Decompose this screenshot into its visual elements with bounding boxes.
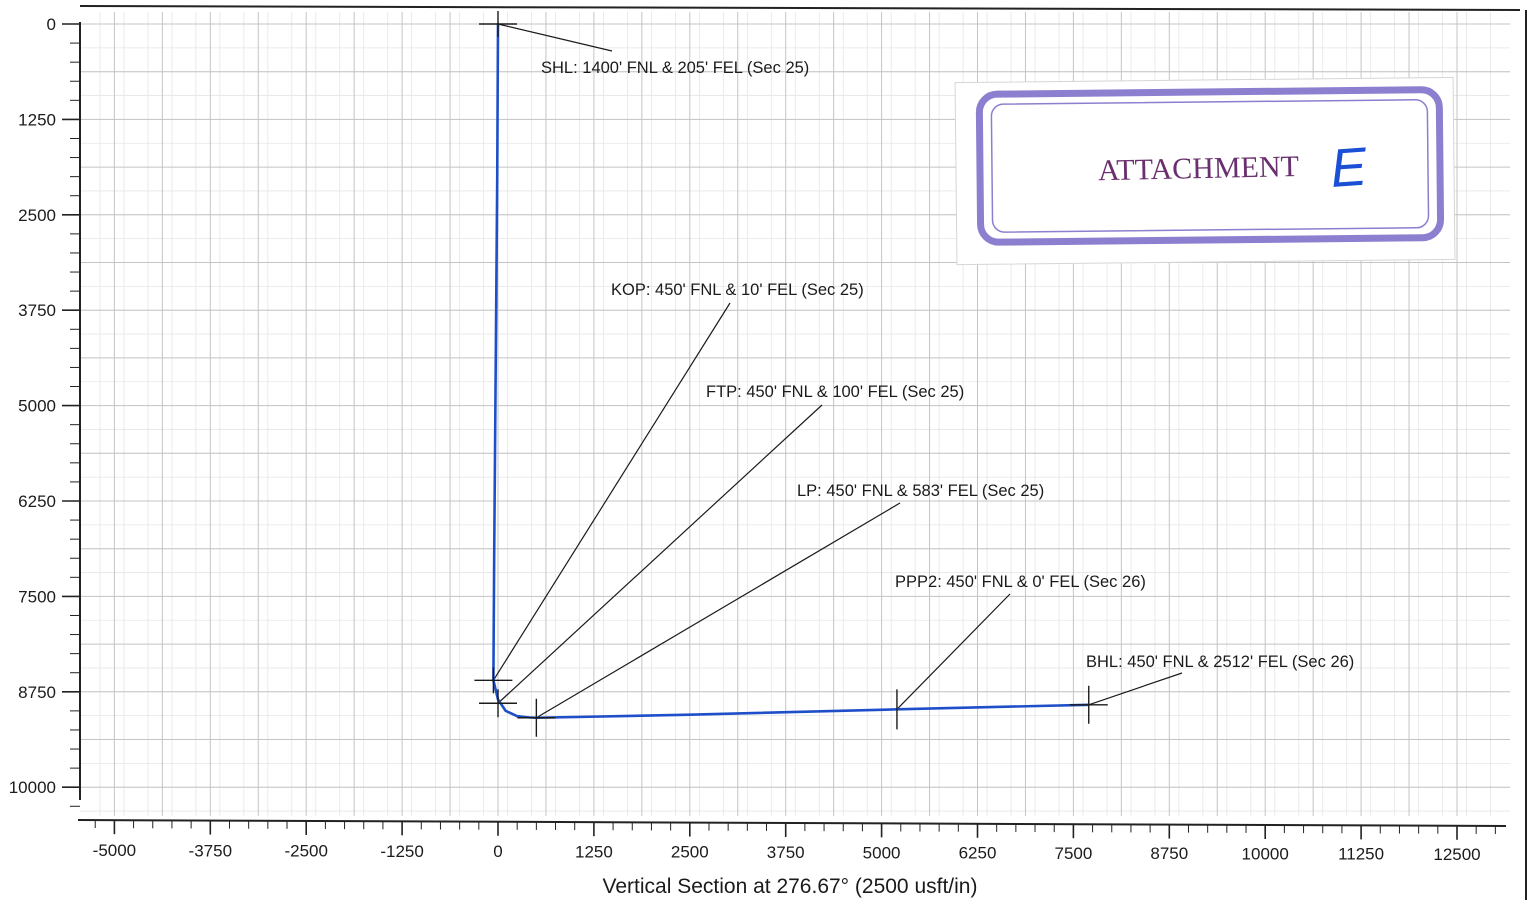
stamp-paper [954,76,1456,266]
annotation-label: PPP2: 450' FNL & 0' FEL (Sec 26) [895,573,1146,591]
y-axis: 0 1250 2500 3750 5000 6250 7500 8750 10000 [9,15,81,807]
x-tick-label: 11250 [1338,845,1384,864]
y-tick-label: 10000 [9,778,56,797]
annotation-label: BHL: 450' FNL & 2512' FEL (Sec 26) [1086,653,1354,671]
y-tick-label: 7500 [18,587,56,606]
x-tick-label: 10000 [1242,844,1289,863]
x-axis-label: Vertical Section at 276.67° (2500 usft/i… [603,875,978,898]
stamp-border-outer [975,86,1445,246]
leader-line [536,502,901,719]
x-tick-label: 5000 [863,843,901,862]
trajectory-line [492,22,1091,720]
x-tick-label: 12500 [1433,845,1480,864]
y-tick-label: 5000 [18,397,56,416]
y-tick-label: 3750 [18,301,56,320]
leader-line [497,23,613,52]
leader-line [497,404,823,704]
annotation-label: KOP: 450' FNL & 10' FEL (Sec 25) [611,281,864,299]
wellbore-trajectory [492,22,1091,720]
y-tick-label: 8750 [18,683,56,702]
x-tick-label: 3750 [767,843,805,862]
annotation-label: FTP: 450' FNL & 100' FEL (Sec 25) [706,383,964,401]
stamp-border-inner [990,99,1430,233]
x-axis: -5000 -3750 -2500 -1250 0 1250 2500 3750 5000 625… [77,819,1507,864]
leader-line [492,302,731,681]
x-tick-label: -5000 [93,841,136,860]
annotation-labels: SHL: 1400' FNL & 205' FEL (Sec 25) KOP: 4… [541,59,1354,671]
plot-top-border [79,5,1521,11]
y-tick-label: 6250 [18,492,56,511]
x-tick-label: -3750 [189,841,232,860]
x-tick-label: 8750 [1150,844,1188,863]
handwritten-letter: E [1329,137,1370,199]
x-tick-label: -1250 [380,842,423,861]
station-markers [474,11,1108,737]
x-tick-label: 2500 [671,843,709,862]
stamp-text: ATTACHMENT [1098,150,1300,187]
attachment-stamp: ATTACHMENT E [954,76,1456,266]
x-tick-label: 7500 [1054,844,1092,863]
y-tick-label: 2500 [18,206,56,225]
y-tick-label: 0 [47,15,56,34]
leader-line [896,593,1011,710]
annotation-leaders [492,23,1183,719]
x-axis-line [77,819,1507,827]
y-tick-label: 1250 [18,110,56,129]
x-tick-label: -2500 [284,842,327,861]
x-tick-label: 1250 [575,842,613,861]
leader-line [1088,672,1183,706]
x-tick-label: 6250 [959,844,997,863]
x-tick-label: 0 [493,842,502,861]
annotation-label: SHL: 1400' FNL & 205' FEL (Sec 25) [541,59,809,77]
annotation-label: LP: 450' FNL & 583' FEL (Sec 25) [797,482,1044,500]
